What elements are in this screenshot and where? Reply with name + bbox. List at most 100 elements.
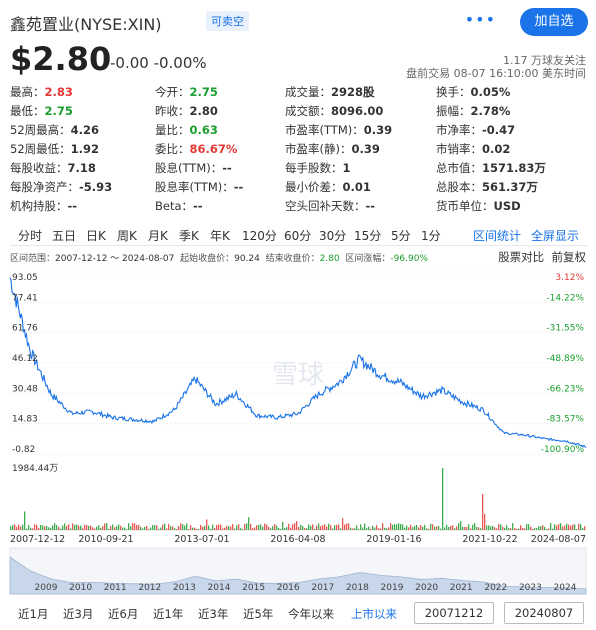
navigator-year-label: 2012 — [138, 583, 161, 593]
volume-bar — [358, 528, 360, 530]
fullscreen-link[interactable]: 全屏显示 — [531, 229, 580, 243]
adjust-dropdown[interactable]: 前复权 — [551, 250, 587, 264]
volume-bar — [258, 525, 260, 530]
volume-bar — [440, 528, 442, 530]
volume-bar — [370, 528, 372, 530]
volume-bar — [538, 526, 540, 530]
volume-bar — [442, 468, 444, 530]
volume-bar — [180, 523, 182, 530]
more-options-icon[interactable]: ••• — [464, 10, 496, 29]
tab-period[interactable]: 分时 — [18, 229, 43, 243]
volume-bar — [508, 528, 510, 530]
range-button[interactable]: 近1年 — [153, 607, 184, 621]
volume-bar — [166, 528, 168, 530]
volume-bar — [342, 518, 344, 530]
start-date-input[interactable]: 20071212 — [414, 602, 494, 624]
range-button[interactable]: 近1月 — [18, 607, 49, 621]
volume-bar — [114, 527, 116, 530]
volume-bar — [58, 526, 60, 530]
tab-period[interactable]: 日K — [86, 229, 106, 243]
watermark-text: 雪球 — [272, 360, 324, 390]
volume-bar — [376, 525, 378, 530]
stat-cell: 最高：2.83 — [10, 84, 73, 100]
chart-background — [8, 268, 588, 598]
range-button[interactable]: 近3年 — [198, 607, 229, 621]
range-navigator[interactable]: 2009 2010 2011 2012 2013 2014 2015 2016 2017 2018… — [9, 547, 587, 595]
volume-bar — [422, 526, 424, 530]
range-button[interactable]: 今年以来 — [288, 607, 334, 621]
tab-period[interactable]: 120分 — [242, 229, 277, 243]
tab-period[interactable]: 30分 — [319, 229, 347, 243]
volume-bar — [190, 525, 192, 530]
price-line — [9, 277, 587, 448]
stat-value: -5.93 — [79, 180, 113, 194]
volume-bar — [184, 525, 186, 530]
chart-grid — [10, 271, 586, 455]
chg-label: 区间涨幅： — [345, 254, 391, 264]
volume-bar — [520, 525, 522, 530]
stats-row: 52周最低：1.92 委比：86.67% 市盈率(静)：0.39 市销率：0.02 — [10, 141, 590, 160]
volume-bar — [518, 528, 520, 530]
volume-bar — [336, 524, 338, 530]
tab-period[interactable]: 五日 — [52, 229, 77, 243]
tab-period[interactable]: 1分 — [421, 229, 441, 243]
followers-count[interactable]: 1.17 万球友关注 — [503, 54, 586, 67]
stats-row: 最低：2.75 昨收：2.80 成交额：8096.00 振幅：2.78% — [10, 103, 590, 122]
add-watchlist-button[interactable]: 加自选 — [520, 8, 588, 36]
volume-bar — [92, 527, 94, 530]
tab-period[interactable]: 60分 — [284, 229, 312, 243]
volume-bar — [216, 524, 218, 530]
volume-bar — [556, 525, 558, 530]
volume-bar — [380, 528, 382, 530]
stat-label: 今开： — [155, 85, 190, 99]
volume-bar — [132, 523, 134, 530]
range-button[interactable]: 近5年 — [243, 607, 274, 621]
navigator-year-label: 2014 — [208, 583, 231, 593]
tab-period[interactable]: 5分 — [391, 229, 411, 243]
range-button[interactable]: 近3月 — [63, 607, 94, 621]
range-button[interactable]: 近6月 — [108, 607, 139, 621]
y-tick-label: 30.48 — [12, 384, 38, 394]
tab-period[interactable]: 15分 — [354, 229, 382, 243]
volume-bar — [46, 525, 48, 530]
volume-bar — [320, 526, 322, 530]
volume-bar — [420, 524, 422, 530]
volume-bar — [68, 524, 70, 530]
volume-bar — [264, 523, 266, 530]
tab-period[interactable]: 季K — [179, 229, 199, 243]
volume-bar — [100, 527, 102, 530]
stat-label: 每股收益： — [10, 161, 68, 175]
volume-bar — [138, 524, 140, 530]
volume-bar — [12, 525, 14, 530]
interval-stats-link[interactable]: 区间统计 — [473, 229, 522, 243]
volume-bar — [400, 523, 402, 530]
volume-bar — [568, 524, 570, 530]
tab-period[interactable]: 月K — [148, 229, 168, 243]
volume-bar — [540, 526, 542, 530]
navigator-year-label: 2022 — [484, 583, 507, 593]
volume-bar — [18, 524, 20, 530]
compare-link[interactable]: 股票对比 — [498, 250, 545, 264]
volume-bar — [80, 525, 82, 530]
volume-bar — [14, 524, 16, 530]
volume-bar — [476, 526, 478, 530]
volume-bar — [356, 525, 358, 530]
volume-bar — [148, 528, 150, 530]
end-date-input[interactable]: 20240807 — [504, 602, 584, 624]
tab-period[interactable]: 年K — [210, 229, 230, 243]
stat-cell: 市净率：-0.47 — [436, 122, 515, 138]
volume-bar — [482, 494, 484, 530]
volume-bar — [372, 525, 374, 530]
volume-bar — [310, 525, 312, 530]
volume-bar — [302, 525, 304, 530]
volume-bar — [402, 524, 404, 530]
volume-bar — [486, 525, 488, 530]
volume-bar — [206, 519, 208, 530]
range-button-active[interactable]: 上市以来 — [351, 607, 397, 621]
volume-bar — [244, 524, 246, 530]
volume-bar — [332, 528, 334, 530]
volume-bar — [306, 528, 308, 530]
volume-bar — [362, 527, 364, 530]
price-chart[interactable]: 雪球 93.05 77.41 61.76 46.12 30.48 14.83 -0.82 3… — [8, 268, 588, 598]
tab-period[interactable]: 周K — [117, 229, 137, 243]
